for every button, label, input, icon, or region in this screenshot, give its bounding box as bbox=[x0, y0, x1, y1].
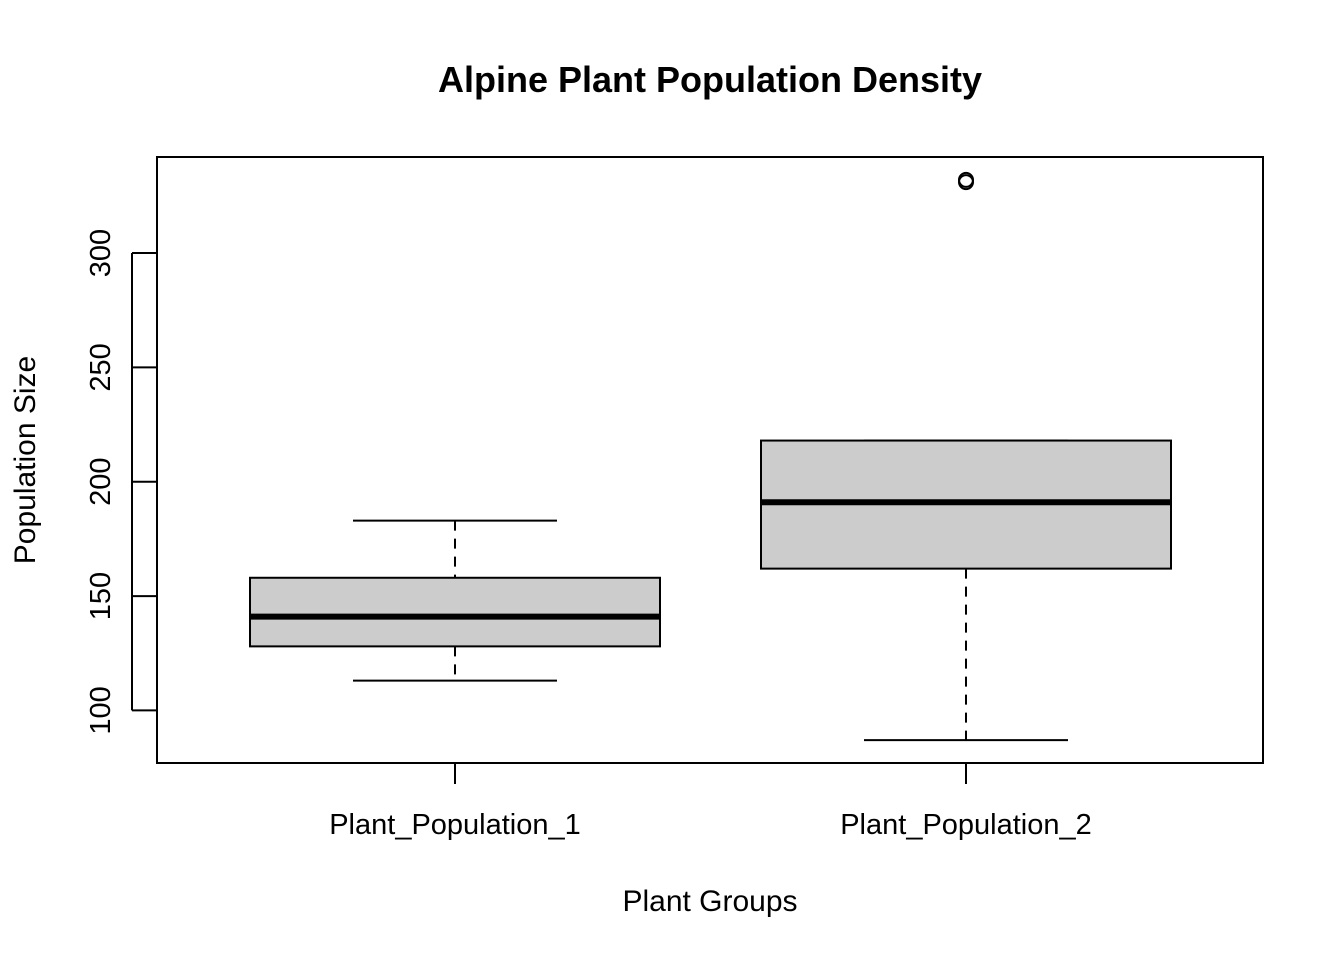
iqr-box bbox=[249, 576, 661, 648]
chart-title: Alpine Plant Population Density bbox=[438, 59, 982, 100]
x-axis-label: Plant Groups bbox=[622, 885, 797, 918]
x-axis: Plant_Population_1 Plant_Population_2 bbox=[329, 763, 1092, 841]
x-tick-label: Plant_Population_1 bbox=[329, 809, 581, 841]
y-tick-label: 150 bbox=[85, 572, 117, 620]
outlier-point bbox=[958, 171, 974, 188]
y-tick-label: 200 bbox=[85, 458, 117, 506]
box-2 bbox=[760, 171, 1172, 742]
y-tick-label: 300 bbox=[85, 229, 117, 277]
y-axis-label: Population Size bbox=[9, 356, 42, 564]
plot-frame bbox=[156, 156, 1264, 764]
y-tick-label: 250 bbox=[85, 343, 117, 391]
box-1 bbox=[249, 519, 661, 682]
x-tick-label: Plant_Population_2 bbox=[840, 809, 1092, 841]
y-axis: 100 150 200 250 300 bbox=[85, 229, 157, 735]
y-tick-label: 100 bbox=[85, 686, 117, 734]
boxes bbox=[249, 171, 1172, 742]
